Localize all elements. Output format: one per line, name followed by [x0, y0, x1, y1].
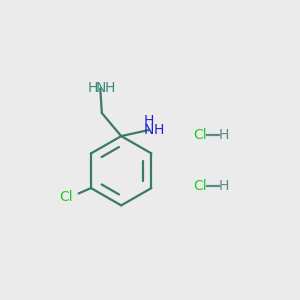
Text: H: H [144, 115, 154, 128]
Text: H: H [218, 179, 229, 193]
Text: N: N [96, 81, 106, 95]
Text: Cl: Cl [59, 190, 73, 204]
Text: H: H [104, 81, 115, 95]
Text: H: H [153, 123, 164, 137]
Text: Cl: Cl [194, 179, 207, 193]
Text: N: N [144, 123, 154, 137]
Text: H: H [87, 81, 98, 95]
Text: H: H [218, 128, 229, 142]
Text: Cl: Cl [194, 128, 207, 142]
